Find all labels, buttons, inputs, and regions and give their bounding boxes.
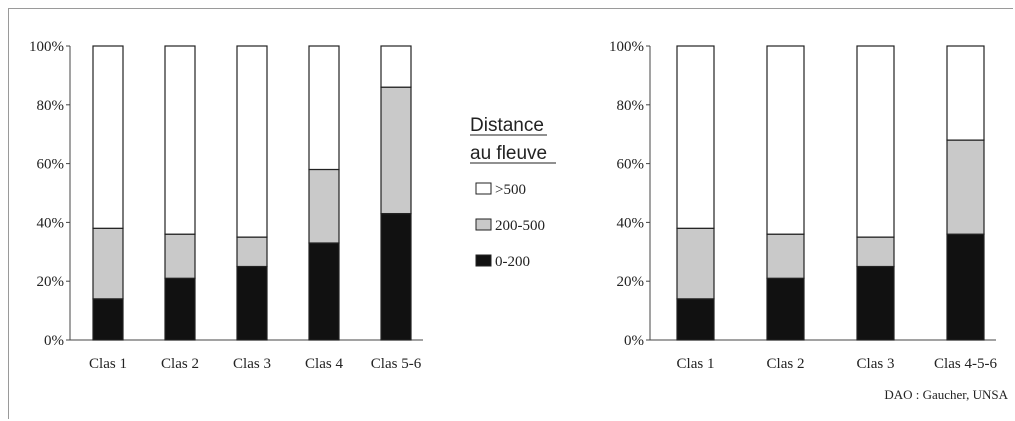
- x-tick-label: Clas 3: [857, 356, 895, 372]
- x-tick-label: Clas 4: [305, 356, 343, 372]
- bar-segment-clas-3-200-500: [856, 236, 895, 268]
- chart-left: 0% 20% 40% 60% 80% 100% Clas 1 Clas 2 Clas 3 Clas…: [29, 39, 423, 372]
- x-tick-label: Clas 2: [161, 356, 199, 372]
- legend-swatch-200-500: [475, 218, 492, 231]
- y-tick-label: 60%: [617, 157, 645, 173]
- bar-segment-clas-2-over-500: [164, 45, 196, 235]
- bar-segment-clas-5-6-200-500: [380, 86, 412, 215]
- figure-frame: [8, 8, 1013, 419]
- legend-title-line2: au fleuve: [470, 143, 547, 164]
- legend-label-over-500: >500: [495, 182, 526, 198]
- y-tick-label: 40%: [617, 215, 645, 231]
- bar-segment-clas-3-0-200: [856, 265, 895, 341]
- bar-segment-clas-3-over-500: [236, 45, 268, 238]
- x-tick-label: Clas 2: [767, 356, 805, 372]
- bar-segment-clas-2-0-200: [766, 277, 805, 341]
- bar-segment-clas-1-200-500: [92, 227, 124, 300]
- y-tick-label: 40%: [37, 215, 65, 231]
- chart-right: 0% 20% 40% 60% 80% 100% Clas 1 Clas 2 Clas 3 Clas…: [609, 39, 997, 372]
- y-tick-label: 100%: [609, 39, 644, 55]
- y-tick-label: 80%: [37, 98, 65, 114]
- bar-segment-clas-3-over-500: [856, 45, 895, 238]
- y-tick-label: 0%: [624, 333, 644, 349]
- bar-segment-clas-3-0-200: [236, 265, 268, 341]
- bar-segment-clas-5-6-over-500: [380, 45, 412, 88]
- bar-segment-clas-2-over-500: [766, 45, 805, 235]
- bar-segment-clas-1-200-500: [676, 227, 715, 300]
- bar-segment-clas-1-0-200: [676, 298, 715, 341]
- legend: Distance au fleuve >500 200-500 0-200: [470, 115, 556, 270]
- bar-segment-clas-4-5-6-0-200: [946, 233, 985, 341]
- y-tick-label: 80%: [617, 98, 645, 114]
- legend-swatch-over-500: [475, 182, 492, 195]
- x-tick-label: Clas 5-6: [371, 356, 422, 372]
- bar-segment-clas-1-over-500: [676, 45, 715, 229]
- bar-segment-clas-2-0-200: [164, 277, 196, 341]
- credit-text: DAO : Gaucher, UNSA: [884, 387, 1008, 402]
- y-tick-label: 0%: [44, 333, 64, 349]
- legend-title-line1: Distance: [470, 115, 544, 136]
- bar-segment-clas-1-0-200: [92, 298, 124, 341]
- bar-segment-clas-4-0-200: [308, 242, 340, 341]
- x-tick-label: Clas 1: [677, 356, 715, 372]
- y-tick-label: 20%: [617, 274, 645, 290]
- bar-segment-clas-4-5-6-200-500: [946, 139, 985, 235]
- y-tick-label: 60%: [37, 157, 65, 173]
- x-tick-label: Clas 4-5-6: [934, 356, 997, 372]
- bar-segment-clas-1-over-500: [92, 45, 124, 229]
- bar-segment-clas-3-200-500: [236, 236, 268, 268]
- bar-segment-clas-4-200-500: [308, 168, 340, 244]
- bar-segment-clas-2-200-500: [766, 233, 805, 279]
- legend-label-200-500: 200-500: [495, 218, 545, 234]
- y-tick-label: 20%: [37, 274, 65, 290]
- bar-segment-clas-4-5-6-over-500: [946, 45, 985, 141]
- bar-segment-clas-4-over-500: [308, 45, 340, 171]
- x-tick-label: Clas 1: [89, 356, 127, 372]
- y-tick-label: 100%: [29, 39, 64, 55]
- bar-segment-clas-2-200-500: [164, 233, 196, 279]
- legend-label-0-200: 0-200: [495, 254, 530, 270]
- x-tick-label: Clas 3: [233, 356, 271, 372]
- legend-swatch-0-200: [475, 254, 492, 267]
- bar-segment-clas-5-6-0-200: [380, 212, 412, 341]
